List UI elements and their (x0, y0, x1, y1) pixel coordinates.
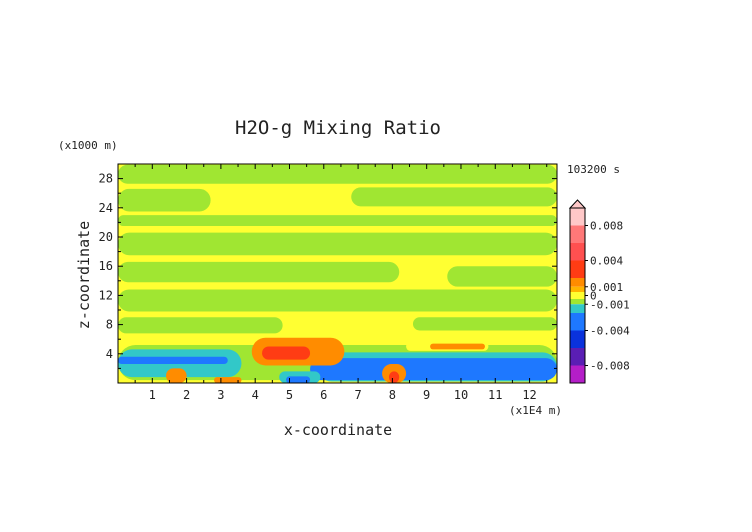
plot-frame (117, 163, 558, 384)
x-tick-label: 9 (423, 388, 430, 402)
colorbar-arrow (568, 199, 587, 209)
colorbar-band (570, 292, 585, 299)
x-unit-label: (x1E4 m) (509, 404, 562, 417)
y-tick-label: 20 (99, 230, 113, 244)
colorbar-band (570, 299, 585, 305)
colorbar-label: 0.001 (590, 281, 623, 294)
field-region-24 (214, 377, 242, 383)
x-axis: 1 2 3 4 5 6 7 8 9 10 11 12 (134, 164, 548, 402)
colorbar-band (570, 348, 585, 366)
y-tick-label: 4 (106, 347, 113, 361)
colorbar-band (570, 330, 585, 348)
x-tick-label: 11 (488, 388, 502, 402)
x-tick-label: 8 (389, 388, 396, 402)
x-tick-label: 10 (454, 388, 468, 402)
colorbar-label: -0.004 (590, 325, 630, 338)
x-tick-label: 3 (217, 388, 224, 402)
field-region-8 (118, 317, 283, 334)
colorbar-label: -0.001 (590, 298, 630, 311)
y-tick-label: 12 (99, 288, 113, 302)
plot-area (118, 164, 557, 383)
field-region-5 (118, 261, 400, 283)
colorbar-band (570, 304, 585, 313)
x-axis-label: x-coordinate (284, 421, 392, 439)
x-tick-label: 1 (149, 388, 156, 402)
colorbar-band (570, 243, 585, 261)
x-tick-label: 12 (522, 388, 536, 402)
field-region-9 (412, 317, 557, 331)
field-region-0 (118, 164, 557, 184)
field-region-14 (310, 358, 557, 381)
x-tick-label: 6 (320, 388, 327, 402)
colorbar-label: 0.004 (590, 255, 623, 268)
time-label: 103200 s (567, 163, 620, 176)
colorbar-band (570, 260, 585, 278)
field-region-1 (118, 188, 211, 212)
colorbar-band (570, 225, 585, 243)
y-tick-label: 8 (106, 318, 113, 332)
field-region-4 (118, 232, 557, 256)
chart-title: H2O-g Mixing Ratio (235, 117, 441, 139)
colorbar-band (570, 313, 585, 331)
field-region-13 (118, 356, 228, 365)
y-axis-label: z-coordinate (75, 221, 93, 329)
field-region-17 (262, 346, 311, 360)
field-region-18 (430, 343, 485, 350)
field-region-21 (388, 371, 400, 383)
y-unit-label: (x1000 m) (58, 139, 118, 152)
field-region-23 (286, 376, 311, 383)
field-region-3 (118, 215, 557, 227)
colorbar-band (570, 286, 585, 292)
x-tick-label: 4 (252, 388, 259, 402)
field-region-7 (118, 289, 557, 312)
colorbar-band (570, 208, 585, 226)
field-region-19 (166, 368, 187, 383)
colorbar-band (570, 278, 585, 287)
colorbar-band (570, 365, 585, 383)
y-tick-label: 24 (99, 201, 113, 215)
y-axis: 4 8 12 16 20 24 28 (99, 172, 557, 369)
colorbar-label: -0.008 (590, 360, 630, 373)
x-tick-label: 7 (354, 388, 361, 402)
field-region-2 (351, 187, 557, 207)
y-tick-label: 28 (99, 172, 113, 186)
colorbar-label: 0.008 (590, 220, 623, 233)
field-region-6 (447, 266, 557, 287)
y-tick-label: 16 (99, 259, 113, 273)
x-tick-label: 5 (286, 388, 293, 402)
x-tick-label: 2 (183, 388, 190, 402)
colorbar-label: 0 (590, 290, 597, 303)
